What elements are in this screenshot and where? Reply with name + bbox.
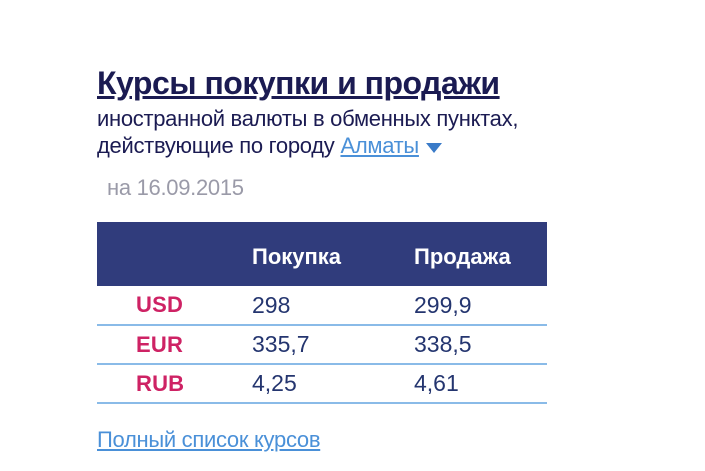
currency-code-rub: RUB <box>97 364 252 405</box>
rub-buy-value: 4,25 <box>252 364 414 405</box>
table-row-eur: EUR 335,7 338,5 <box>97 325 547 366</box>
rub-sell-value: 4,61 <box>414 364 547 405</box>
currency-code-usd: USD <box>97 286 252 327</box>
header-cell-empty <box>97 222 252 287</box>
eur-sell-value: 338,5 <box>414 325 547 366</box>
rates-widget: Курсы покупки и продажи иностранной валю… <box>97 64 567 453</box>
page-title[interactable]: Курсы покупки и продажи <box>97 65 500 101</box>
currency-code-eur: EUR <box>97 325 252 366</box>
city-link[interactable]: Алматы <box>340 133 419 159</box>
usd-sell-value: 299,9 <box>414 286 547 327</box>
subtitle-line-1: иностранной валюты в обменных пунктах, <box>97 106 519 132</box>
table-row-rub: RUB 4,25 4,61 <box>97 364 547 405</box>
header-cell-buy: Покупка <box>252 222 414 287</box>
page-subtitle: иностранной валюты в обменных пунктах, д… <box>97 105 567 159</box>
chevron-down-icon[interactable] <box>425 142 442 153</box>
table-header-row: Покупка Продажа <box>97 222 547 287</box>
rates-table: Покупка Продажа USD 298 299,9 EUR 335,7 … <box>97 222 547 405</box>
full-rates-list-link[interactable]: Полный список курсов <box>97 427 321 453</box>
subtitle-line-2: действующие по городу <box>97 133 335 159</box>
table-row-usd: USD 298 299,9 <box>97 286 547 327</box>
eur-buy-value: 335,7 <box>252 325 414 366</box>
header-cell-sell: Продажа <box>414 222 547 287</box>
usd-buy-value: 298 <box>252 286 414 327</box>
rates-date: на 16.09.2015 <box>107 175 244 201</box>
